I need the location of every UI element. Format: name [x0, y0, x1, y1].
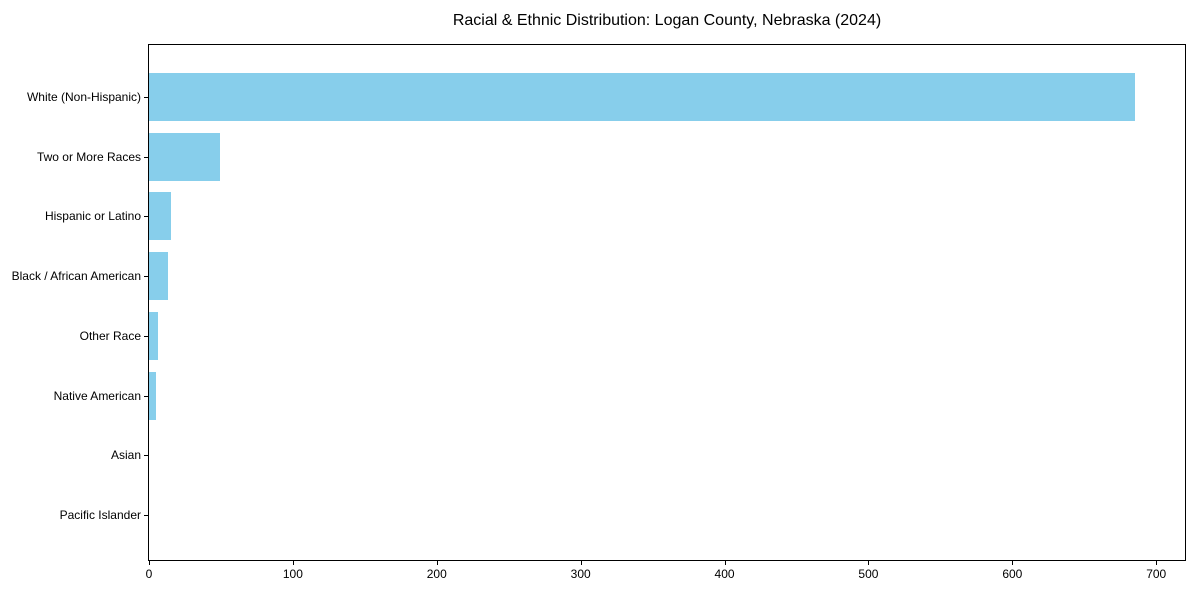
x-tick-label: 100 [282, 567, 303, 581]
bar [149, 371, 157, 420]
bar [149, 73, 1135, 121]
y-tick-mark [144, 97, 148, 98]
y-tick-label: Other Race [79, 328, 141, 343]
bar [149, 252, 168, 301]
x-tick-mark [436, 561, 438, 565]
y-tick-label: Black / African American [11, 269, 141, 284]
y-tick-mark [144, 514, 148, 516]
y-tick-label: Pacific Islander [59, 507, 141, 522]
x-tick-mark [868, 561, 870, 565]
x-tick-mark [724, 561, 726, 565]
x-tick-label: 600 [1002, 567, 1023, 581]
x-tick-label: 500 [858, 567, 879, 581]
y-tick-label: Asian [110, 448, 141, 463]
y-tick-label: White (Non-Hispanic) [26, 90, 141, 104]
y-tick-label: Native American [53, 388, 141, 403]
plot-area [148, 44, 1186, 561]
x-tick-label: 200 [426, 567, 447, 581]
y-tick-label: Hispanic or Latino [44, 209, 141, 224]
x-tick-mark [1156, 561, 1158, 565]
y-tick-mark [144, 156, 148, 158]
x-tick-mark [580, 561, 582, 565]
y-tick-mark [144, 276, 148, 278]
x-tick-mark [292, 561, 294, 565]
y-tick-mark [144, 455, 148, 457]
bar [149, 192, 171, 241]
x-tick-label: 0 [145, 567, 153, 581]
x-tick-mark [149, 561, 150, 565]
x-tick-mark [1012, 561, 1014, 565]
x-tick-label: 400 [714, 567, 735, 581]
y-tick-label: Two or More Races [36, 149, 141, 164]
y-tick-mark [144, 395, 148, 397]
x-tick-label: 700 [1146, 567, 1167, 581]
y-tick-mark [144, 335, 148, 337]
bar [149, 311, 158, 360]
x-tick-label: 300 [570, 567, 591, 581]
y-tick-mark [144, 216, 148, 218]
bar [149, 132, 220, 181]
chart-title: Racial & Ethnic Distribution: Logan Coun… [452, 12, 882, 29]
